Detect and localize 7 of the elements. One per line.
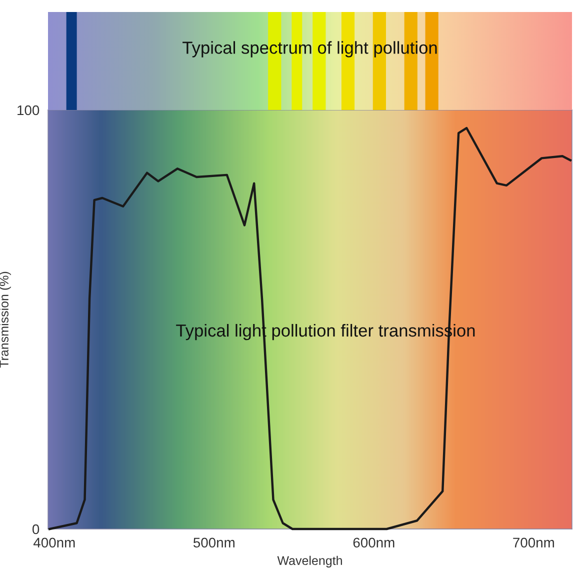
x-tick-label: 400nm xyxy=(33,538,75,548)
x-tick-label: 700nm xyxy=(513,538,554,548)
x-tick-label: 500nm xyxy=(193,538,234,548)
x-tick-label: 600nm xyxy=(353,538,394,548)
y-tick-label: 0 xyxy=(32,524,40,534)
x-axis-title: Wavelength xyxy=(277,556,342,568)
y-tick-label: 100 xyxy=(18,105,40,116)
